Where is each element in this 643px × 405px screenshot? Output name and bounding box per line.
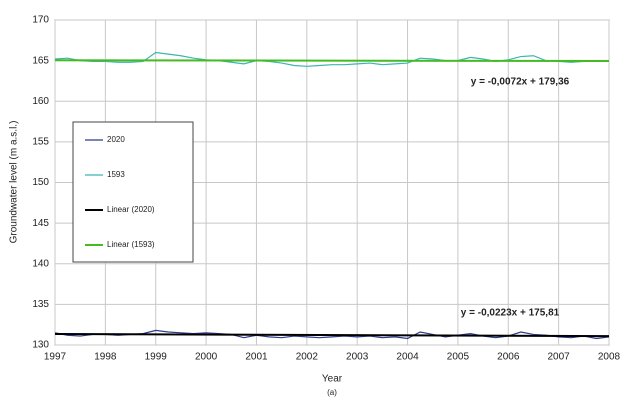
series-line <box>54 329 610 340</box>
x-tick-label: 2002 <box>296 352 319 363</box>
y-tick-label: 140 <box>32 258 49 269</box>
series-line <box>54 51 609 67</box>
x-tick-label: 2008 <box>598 352 621 363</box>
x-tick-label: 1999 <box>145 352 168 363</box>
legend-label: 1593 <box>107 170 125 179</box>
legend-label: Linear (1593) <box>107 240 155 249</box>
legend-label: Linear (2020) <box>107 205 155 214</box>
y-tick-label: 145 <box>32 218 49 229</box>
x-tick-label: 2000 <box>195 352 218 363</box>
x-tick-label: 2004 <box>396 352 419 363</box>
x-tick-label: 2001 <box>245 352 268 363</box>
y-tick-label: 165 <box>32 55 49 66</box>
x-tick-label: 2003 <box>346 352 369 363</box>
series-line <box>54 59 610 63</box>
y-tick-label: 150 <box>32 177 49 188</box>
legend-box <box>72 121 194 263</box>
x-tick-label: 1998 <box>94 352 117 363</box>
x-tick-label: 2005 <box>447 352 470 363</box>
legend-label: 2020 <box>107 135 125 144</box>
caption: (a) <box>327 388 337 397</box>
x-tick-label: 1997 <box>44 352 67 363</box>
annotation: y = -0,0223x + 175,81 <box>461 308 560 319</box>
x-tick-label: 2006 <box>497 352 520 363</box>
y-tick-label: 130 <box>32 340 49 351</box>
x-axis-label: Year <box>322 374 343 385</box>
y-tick-label: 135 <box>32 299 49 310</box>
x-tick-label: 2007 <box>548 352 571 363</box>
series-line <box>54 333 610 338</box>
annotation: y = -0,0072x + 179,36 <box>471 77 570 88</box>
y-tick-label: 160 <box>32 96 49 107</box>
y-tick-label: 155 <box>32 137 49 148</box>
y-tick-label: 170 <box>32 15 49 26</box>
y-axis-label: Groundwater level (m a.s.l.) <box>9 121 20 244</box>
